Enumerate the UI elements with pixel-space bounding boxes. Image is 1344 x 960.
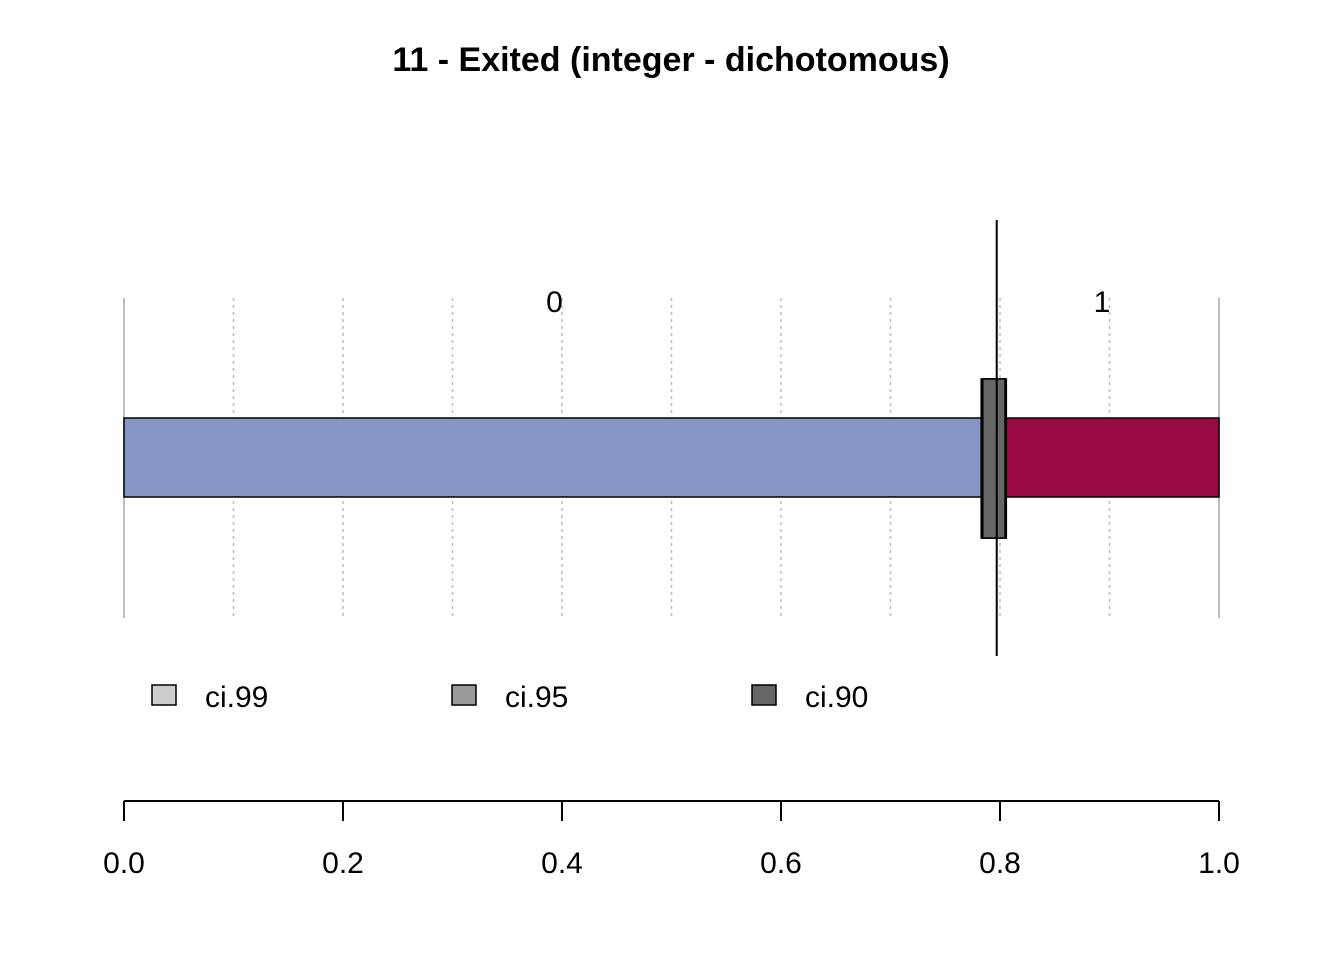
legend-swatch-ci-90 — [751, 684, 777, 706]
bar-segment-0 — [123, 417, 986, 498]
x-tick-label: 0.6 — [760, 847, 802, 880]
legend-swatch-ci-95 — [451, 684, 477, 706]
bar-segment-1 — [984, 417, 1220, 498]
x-tick-label: 0.0 — [103, 847, 145, 880]
legend-label-ci-90: ci.90 — [805, 681, 868, 714]
category-label-0: 0 — [546, 286, 563, 319]
x-tick-label: 0.2 — [322, 847, 364, 880]
x-tick-label: 1.0 — [1198, 847, 1240, 880]
x-tick-label: 0.8 — [979, 847, 1021, 880]
confidence-intervals — [980, 378, 1008, 539]
legend-label-ci-95: ci.95 — [505, 681, 568, 714]
bars — [123, 417, 1220, 498]
category-label-1: 1 — [1094, 286, 1111, 319]
legend-label-ci-99: ci.99 — [205, 681, 268, 714]
ci-box-ci-90 — [982, 378, 1006, 539]
chart-title: 11 - Exited (integer - dichotomous) — [392, 41, 949, 79]
x-tick-label: 0.4 — [541, 847, 583, 880]
legend: ci.99 ci.95 ci.90 — [151, 681, 868, 714]
grid — [123, 298, 1220, 618]
legend-swatch-ci-99 — [151, 684, 177, 706]
x-axis: 0.0 0.2 0.4 0.6 0.8 1.0 — [103, 800, 1240, 880]
